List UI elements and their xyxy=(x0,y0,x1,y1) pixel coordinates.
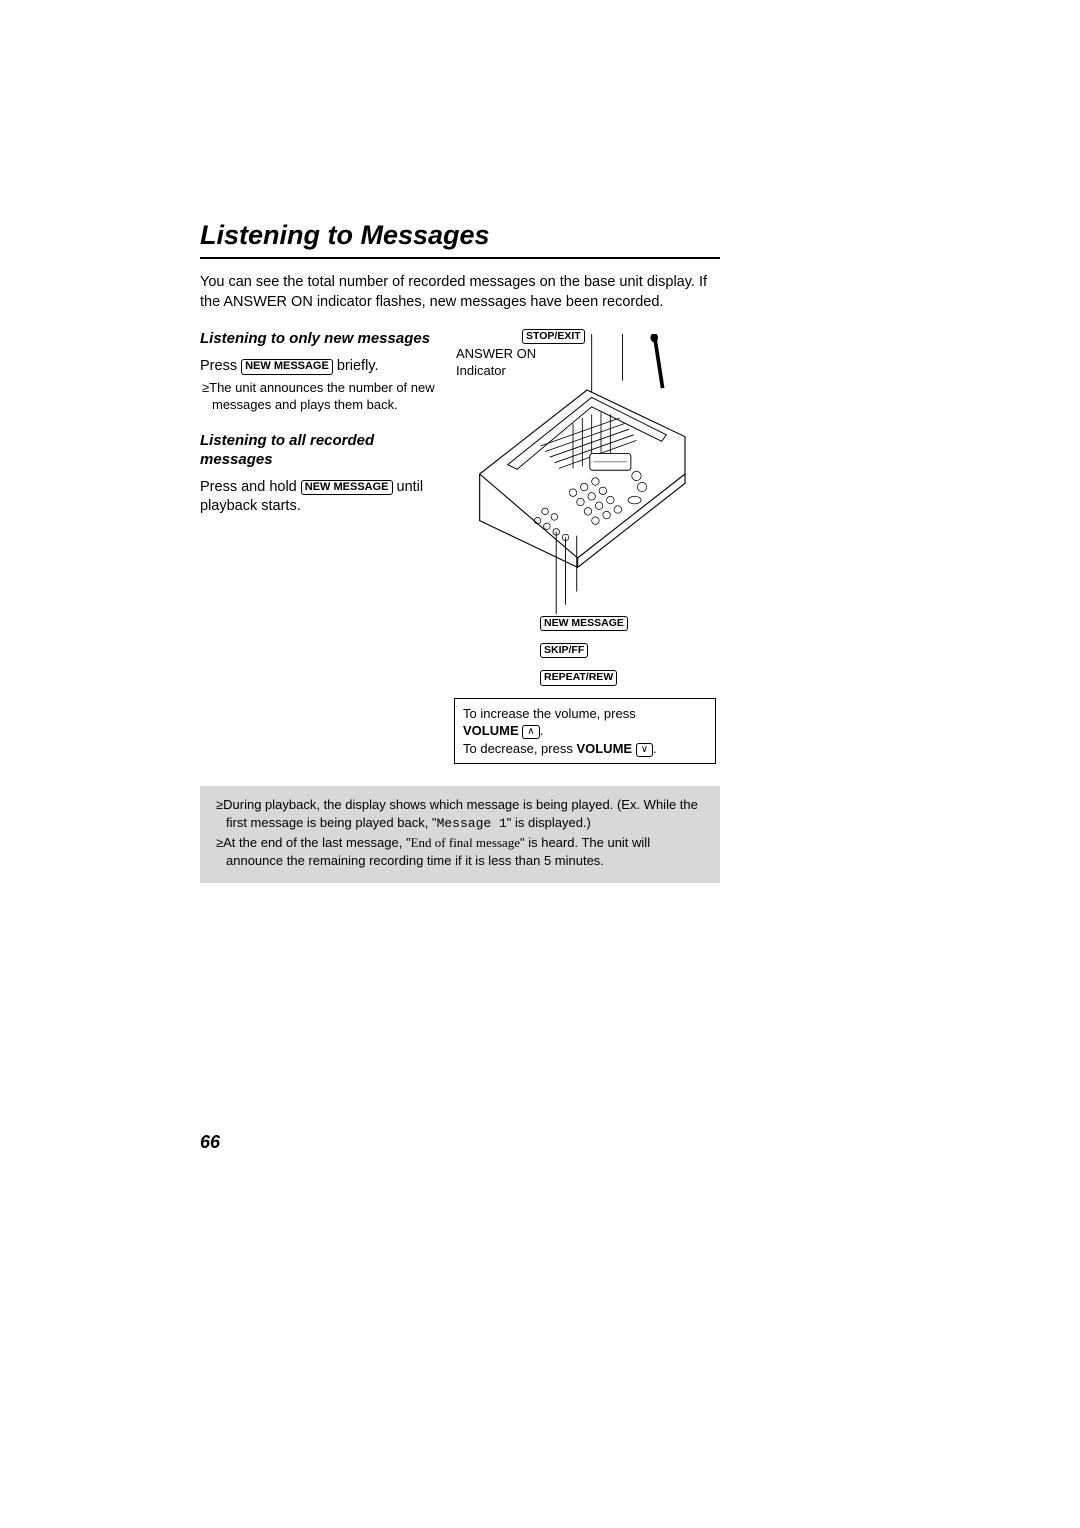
section2-heading: Listening to all recorded messages xyxy=(200,432,440,470)
skip-ff-callout: SKIP/FF xyxy=(540,643,588,658)
vol-label-2: VOLUME xyxy=(576,741,632,756)
note2-a: ≥At the end of the last message, " xyxy=(216,835,411,850)
note-bullet-2: ≥At the end of the last message, "End of… xyxy=(214,834,706,869)
page-number: 66 xyxy=(200,1132,220,1153)
section2-line-a: Press and hold xyxy=(200,479,301,495)
section1-line-a: Press xyxy=(200,358,241,374)
section1-heading: Listening to only new messages xyxy=(200,330,440,349)
section1-line: Press NEW MESSAGE briefly. xyxy=(200,357,440,377)
below-device-labels: NEW MESSAGE SKIP/FF REPEAT/REW xyxy=(458,614,718,689)
note2-quote: End of final message xyxy=(411,835,520,850)
answer-on-label-2: Indicator xyxy=(456,363,536,380)
vol-period-2: . xyxy=(653,741,657,756)
note1-mono: Message 1 xyxy=(437,816,507,831)
volume-down-icon: ∨ xyxy=(636,743,653,757)
new-message-button-label-2: NEW MESSAGE xyxy=(301,480,393,496)
section1-line-b: briefly. xyxy=(333,358,379,374)
answer-on-label-1: ANSWER ON xyxy=(456,346,536,363)
vol-label-1: VOLUME xyxy=(463,723,519,738)
note1-b: " is displayed.) xyxy=(507,815,591,830)
stop-exit-label: STOP/EXIT xyxy=(522,329,585,344)
notes-box: ≥During playback, the display shows whic… xyxy=(200,786,720,883)
note-bullet-1: ≥During playback, the display shows whic… xyxy=(214,796,706,832)
vol-period-1: . xyxy=(540,723,544,738)
new-message-callout: NEW MESSAGE xyxy=(540,616,628,631)
section1-bullet: ≥The unit announces the number of new me… xyxy=(200,380,440,414)
right-column: STOP/EXIT ANSWER ON Indicator NEW MESSAG… xyxy=(458,330,718,764)
volume-box: To increase the volume, press VOLUME ∧. … xyxy=(454,698,716,765)
new-message-button-label: NEW MESSAGE xyxy=(241,359,333,375)
title-rule xyxy=(200,257,720,259)
intro-text: You can see the total number of recorded… xyxy=(200,273,720,312)
vol-line2a: To decrease, press xyxy=(463,741,576,756)
repeat-rew-callout: REPEAT/REW xyxy=(540,670,617,685)
section2-line: Press and hold NEW MESSAGE until playbac… xyxy=(200,478,440,517)
volume-up-icon: ∧ xyxy=(522,725,539,739)
left-column: Listening to only new messages Press NEW… xyxy=(200,330,440,764)
vol-line1a: To increase the volume, press xyxy=(463,706,636,721)
page-title: Listening to Messages xyxy=(200,220,720,251)
